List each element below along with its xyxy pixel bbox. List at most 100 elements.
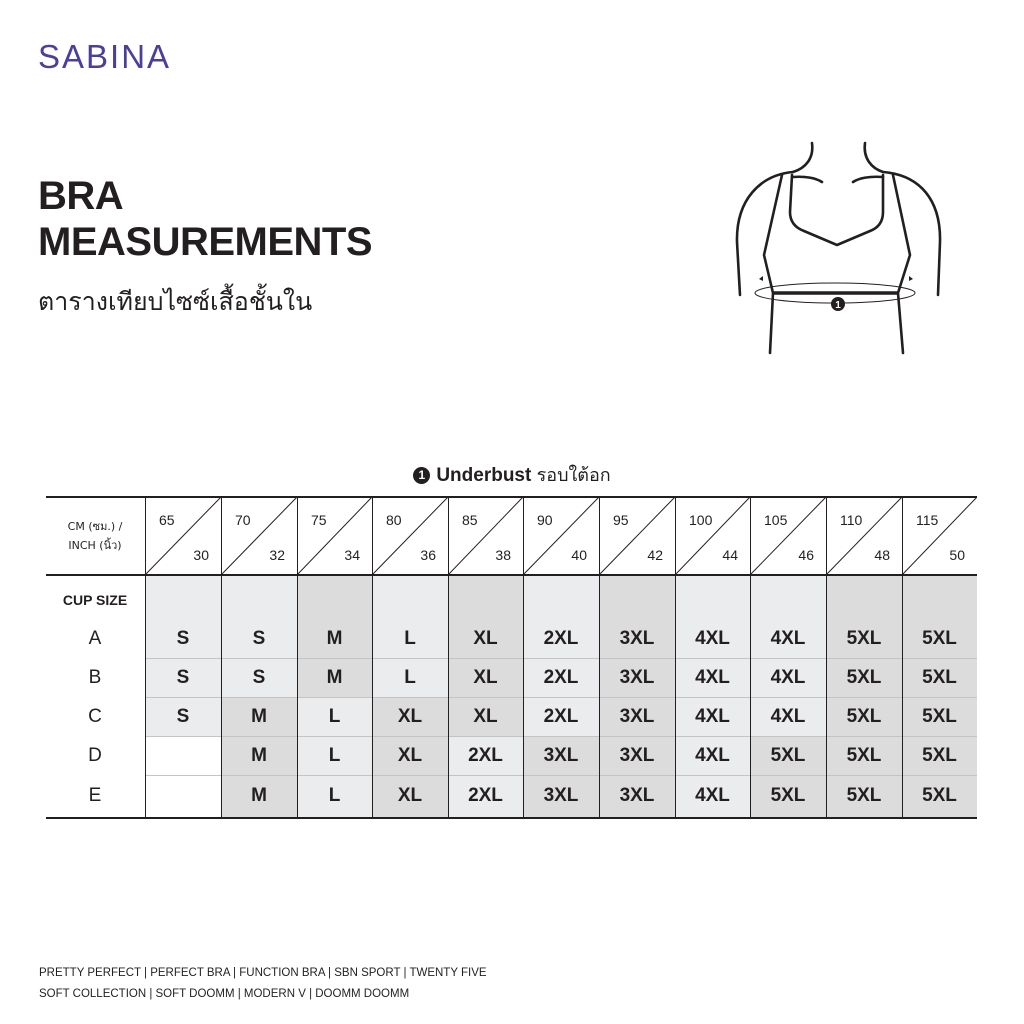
torso-left bbox=[762, 173, 784, 355]
size-cell: 3XL bbox=[523, 736, 599, 775]
column-divider bbox=[675, 497, 676, 817]
size-cell: 5XL bbox=[902, 736, 977, 775]
size-cell: 5XL bbox=[826, 697, 902, 736]
header-diagonal bbox=[675, 497, 750, 575]
header-inch: 38 bbox=[495, 547, 511, 563]
unit-label: CM (ซม.) / INCH (นิ้ว) bbox=[46, 517, 144, 555]
size-cell: L bbox=[372, 620, 448, 658]
header-cm: 115 bbox=[916, 512, 939, 528]
size-cell: 4XL bbox=[675, 658, 750, 697]
header-inch: 34 bbox=[344, 547, 360, 563]
size-cell: S bbox=[221, 658, 297, 697]
cup-label: E bbox=[88, 785, 102, 806]
table-top-rule bbox=[46, 496, 977, 498]
size-cell: 4XL bbox=[675, 736, 750, 775]
size-cell: M bbox=[221, 736, 297, 775]
size-cell: 5XL bbox=[826, 775, 902, 817]
page-title-line1: BRA bbox=[38, 174, 124, 218]
size-cell: S bbox=[145, 658, 221, 697]
size-cell: 5XL bbox=[826, 658, 902, 697]
column-divider bbox=[372, 497, 373, 817]
header-diagonal bbox=[826, 497, 902, 575]
size-cell: 2XL bbox=[523, 658, 599, 697]
cup-label: A bbox=[88, 628, 102, 649]
size-cell: 4XL bbox=[750, 620, 826, 658]
size-cell: M bbox=[221, 697, 297, 736]
header-cell: 105 46 bbox=[750, 497, 826, 575]
diagonal-line bbox=[750, 497, 826, 575]
header-cell: 100 44 bbox=[675, 497, 750, 575]
size-cell: 5XL bbox=[902, 697, 977, 736]
size-cell: L bbox=[372, 658, 448, 697]
size-cell: XL bbox=[448, 658, 523, 697]
column-divider bbox=[523, 497, 524, 817]
size-cell: M bbox=[297, 658, 372, 697]
header-inch: 36 bbox=[420, 547, 436, 563]
header-inch: 50 bbox=[949, 547, 965, 563]
size-cell: 5XL bbox=[902, 775, 977, 817]
header-cell: 90 40 bbox=[523, 497, 599, 575]
measurement-name-thai: รอบใต้อก bbox=[536, 465, 611, 486]
size-cell: 3XL bbox=[599, 658, 675, 697]
header-cm: 105 bbox=[764, 512, 788, 528]
shoulder-arm-right bbox=[881, 170, 942, 297]
cup-size-label: CUP SIZE bbox=[62, 592, 128, 608]
sabina-logo: SABINA bbox=[38, 38, 172, 75]
header-cm: 75 bbox=[311, 512, 327, 528]
header-inch: 44 bbox=[722, 547, 738, 563]
column-band bbox=[902, 575, 977, 620]
size-cell bbox=[145, 775, 221, 817]
size-cell: 3XL bbox=[599, 697, 675, 736]
size-cell: 5XL bbox=[826, 620, 902, 658]
row-divider bbox=[145, 658, 977, 659]
table-bottom-rule bbox=[46, 817, 977, 819]
column-divider bbox=[145, 497, 146, 817]
header-cm: 70 bbox=[235, 512, 251, 528]
header-inch: 46 bbox=[798, 547, 814, 563]
size-cell: XL bbox=[372, 736, 448, 775]
footer-collections-line1: PRETTY PERFECT | PERFECT BRA | FUNCTION … bbox=[39, 967, 487, 979]
marker-number: 1 bbox=[835, 300, 841, 311]
column-divider bbox=[750, 497, 751, 817]
table-header-rule bbox=[46, 574, 977, 576]
neckline-right bbox=[851, 175, 885, 184]
header-inch: 32 bbox=[269, 547, 285, 563]
size-cell: 5XL bbox=[902, 620, 977, 658]
column-divider bbox=[826, 497, 827, 817]
size-cell: M bbox=[221, 775, 297, 817]
size-cell bbox=[145, 736, 221, 775]
diagonal-line bbox=[297, 497, 372, 575]
column-band bbox=[145, 575, 221, 620]
arrow-left-icon bbox=[759, 276, 763, 281]
diagonal-line bbox=[902, 497, 977, 575]
column-band bbox=[297, 575, 372, 620]
unit-label-inch: INCH (นิ้ว) bbox=[68, 539, 122, 552]
header-cell: 115 50 bbox=[902, 497, 977, 575]
bra-neckline bbox=[788, 173, 885, 247]
size-cell: 5XL bbox=[826, 736, 902, 775]
header-cell: 110 48 bbox=[826, 497, 902, 575]
header-diagonal bbox=[372, 497, 448, 575]
column-divider bbox=[221, 497, 222, 817]
marker-badge: 1 bbox=[413, 467, 431, 484]
diagonal-line bbox=[826, 497, 902, 575]
diagonal-line bbox=[599, 497, 675, 575]
header-cm: 95 bbox=[613, 512, 629, 528]
header-cell: 70 32 bbox=[221, 497, 297, 575]
size-cell: 4XL bbox=[750, 658, 826, 697]
size-cell: 5XL bbox=[902, 658, 977, 697]
header-cm: 80 bbox=[386, 512, 402, 528]
size-cell: 3XL bbox=[599, 620, 675, 658]
arrow-right-icon bbox=[909, 276, 913, 281]
neckline-left bbox=[791, 175, 824, 184]
size-cell: 2XL bbox=[523, 620, 599, 658]
diagonal-line bbox=[675, 497, 750, 575]
column-divider bbox=[902, 497, 903, 817]
column-band bbox=[448, 575, 523, 620]
header-cm: 110 bbox=[840, 512, 863, 528]
diagonal-line bbox=[372, 497, 448, 575]
size-cell: L bbox=[297, 736, 372, 775]
header-inch: 30 bbox=[193, 547, 209, 563]
size-cell: 4XL bbox=[750, 697, 826, 736]
header-diagonal bbox=[448, 497, 523, 575]
